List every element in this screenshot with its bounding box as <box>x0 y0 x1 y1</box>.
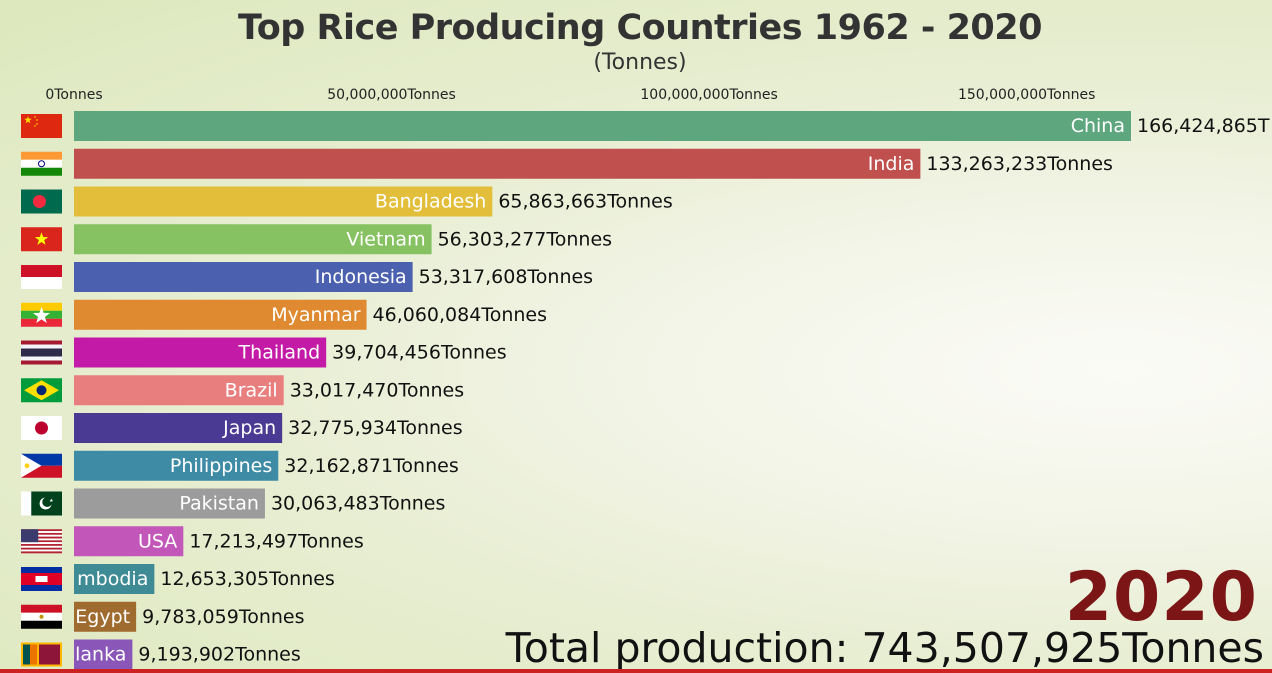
bars: China 166,424,865T India 133,263,233Tonnes B… <box>21 111 1270 670</box>
bar-value-label: 56,303,277Tonnes <box>438 228 612 250</box>
bar-category-label: Pakistan <box>179 493 259 515</box>
bar-category-label: USA <box>138 530 177 552</box>
bar-category-label: Bangladesh <box>375 191 486 213</box>
bar-category-label: Vietnam <box>346 228 425 250</box>
bar-row-thailand: Thailand 39,704,456Tonnes <box>21 337 507 368</box>
chart-title: Top Rice Producing Countries 1962 - 2020 <box>238 8 1043 48</box>
bar-category-label: India <box>868 153 915 175</box>
x-tick-label: 0Tonnes <box>45 87 102 103</box>
bar <box>74 224 432 255</box>
bar-value-label: 30,063,483Tonnes <box>271 493 445 515</box>
bar-row-egypt: Egypt 9,783,059Tonnes <box>21 601 305 632</box>
bar-category-label: mbodia <box>77 568 148 590</box>
bar-value-label: 46,060,084Tonnes <box>373 304 547 326</box>
flag-vietnam-icon <box>21 227 62 252</box>
bar-value-label: 17,213,497Tonnes <box>189 530 363 552</box>
bar-category-label: Indonesia <box>315 266 407 288</box>
flag-indonesia-icon <box>21 265 62 289</box>
flag-thailand-icon <box>21 340 62 365</box>
flag-egypt-icon <box>21 604 62 629</box>
bar-row-indonesia: Indonesia 53,317,608Tonnes <box>21 262 593 292</box>
bar <box>74 601 137 632</box>
bar-value-label: 65,863,663Tonnes <box>498 191 672 213</box>
x-tick-label: 50,000,000Tonnes <box>327 87 456 103</box>
progress-line <box>0 669 1272 673</box>
bar <box>74 564 155 594</box>
bar-value-label: 33,017,470Tonnes <box>290 379 464 401</box>
x-tick-label: 150,000,000Tonnes <box>958 87 1095 103</box>
bar-category-label: Brazil <box>225 379 278 401</box>
bar-row-india: India 133,263,233Tonnes <box>21 148 1113 179</box>
flag-usa-icon <box>21 529 62 554</box>
flag-philippines-icon <box>21 453 62 478</box>
flag-china-icon <box>21 114 62 138</box>
bar-row-china: China 166,424,865T <box>21 111 1270 141</box>
bar-category-label: Japan <box>222 417 276 439</box>
bar-row-cambodia: mbodia 12,653,305Tonnes <box>21 564 335 594</box>
bar <box>74 262 413 292</box>
bar-value-label: 53,317,608Tonnes <box>419 266 593 288</box>
bar <box>74 299 367 330</box>
bar-category-label: China <box>1071 115 1125 137</box>
bar-category-label: Myanmar <box>271 304 360 326</box>
bar-row-myanmar: Myanmar 46,060,084Tonnes <box>21 299 547 330</box>
bar <box>74 111 1131 141</box>
year-label: 2020 <box>1064 558 1258 637</box>
bar-value-label: 32,162,871Tonnes <box>284 455 458 477</box>
bar-row-sri-lanka: lanka 9,193,902Tonnes <box>21 639 301 670</box>
bar <box>74 375 284 406</box>
bar-value-label: 166,424,865T <box>1137 115 1270 137</box>
bar <box>74 526 184 557</box>
flag-bangladesh-icon <box>21 189 62 214</box>
bar-category-label: lanka <box>75 644 126 666</box>
flag-india-icon <box>21 151 62 176</box>
chart-subtitle: (Tonnes) <box>593 50 687 75</box>
bar <box>74 413 283 443</box>
bar-row-pakistan: Pakistan 30,063,483Tonnes <box>21 488 445 519</box>
bar-value-label: 12,653,305Tonnes <box>160 568 334 590</box>
flag-pakistan-icon <box>21 491 62 516</box>
x-tick-label: 100,000,000Tonnes <box>640 87 777 103</box>
flag-sri-lanka-icon <box>21 642 62 667</box>
bar-row-vietnam: Vietnam 56,303,277Tonnes <box>21 224 612 255</box>
bar-row-bangladesh: Bangladesh 65,863,663Tonnes <box>21 186 673 217</box>
total-production-label: Total production: 743,507,925Tonnes <box>505 624 1264 672</box>
bar-value-label: 9,783,059Tonnes <box>142 606 304 628</box>
bar-value-label: 133,263,233Tonnes <box>926 153 1113 175</box>
flag-cambodia-icon <box>21 567 62 591</box>
bar <box>74 639 133 670</box>
bar <box>74 337 327 368</box>
bar-row-usa: USA 17,213,497Tonnes <box>21 526 364 557</box>
bar <box>74 186 493 217</box>
bar-category-label: Egypt <box>75 606 130 628</box>
bar-value-label: 32,775,934Tonnes <box>288 417 462 439</box>
bar <box>74 450 279 481</box>
flag-brazil-icon <box>21 378 62 403</box>
x-axis-ticks: 0Tonnes 50,000,000Tonnes 100,000,000Tonnes… <box>45 87 1095 103</box>
bar-value-label: 9,193,902Tonnes <box>138 644 300 666</box>
bar-value-label: 39,704,456Tonnes <box>332 342 506 364</box>
flag-japan-icon <box>21 416 62 440</box>
bar <box>74 148 921 179</box>
bar-row-brazil: Brazil 33,017,470Tonnes <box>21 375 464 406</box>
flag-myanmar-icon <box>21 302 62 327</box>
bar-category-label: Philippines <box>170 455 272 477</box>
bar-category-label: Thailand <box>238 342 321 364</box>
bar-row-philippines: Philippines 32,162,871Tonnes <box>21 450 459 481</box>
bar-row-japan: Japan 32,775,934Tonnes <box>21 413 463 443</box>
bar <box>74 488 265 519</box>
